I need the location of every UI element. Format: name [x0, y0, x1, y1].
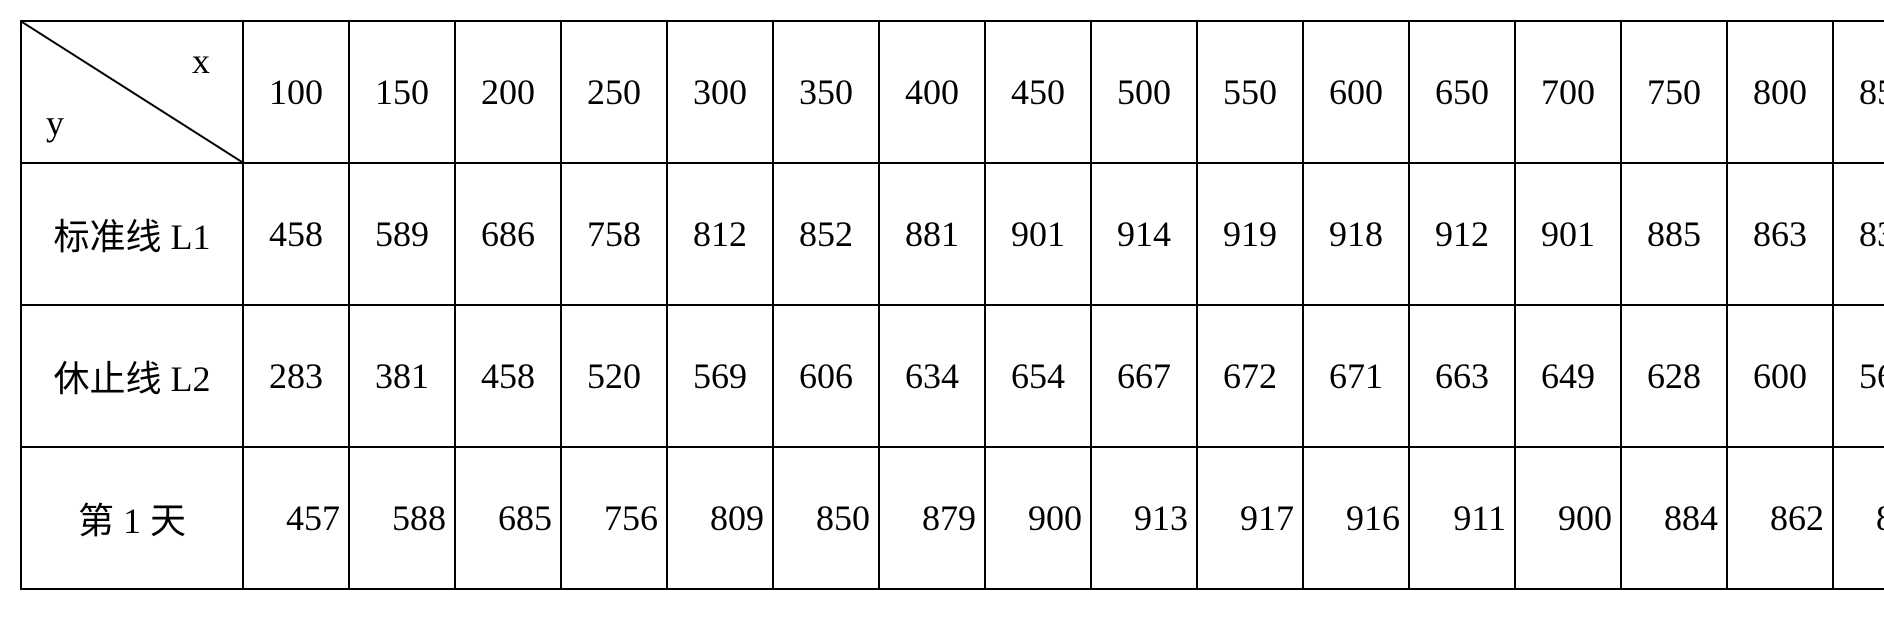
table-row: 休止线 L22833814585205696066346546676726716… — [21, 305, 1884, 447]
row-label: 标准线 L1 — [21, 163, 243, 305]
row-label: 休止线 L2 — [21, 305, 243, 447]
data-cell: 812 — [667, 163, 773, 305]
data-cell: 606 — [773, 305, 879, 447]
data-cell: 917 — [1197, 447, 1303, 589]
data-cell: 911 — [1409, 447, 1515, 589]
column-header: 450 — [985, 21, 1091, 163]
table-row: 标准线 L14585896867588128528819019149199189… — [21, 163, 1884, 305]
data-cell: 901 — [1515, 163, 1621, 305]
data-cell: 918 — [1303, 163, 1409, 305]
data-cell: 589 — [349, 163, 455, 305]
data-cell: 600 — [1727, 305, 1833, 447]
column-header: 100 — [243, 21, 349, 163]
data-cell: 685 — [455, 447, 561, 589]
data-cell: 564 — [1833, 305, 1884, 447]
data-cell: 900 — [985, 447, 1091, 589]
data-cell: 850 — [773, 447, 879, 589]
column-header: 700 — [1515, 21, 1621, 163]
diagonal-header: x y — [21, 21, 243, 163]
data-cell: 835 — [1833, 163, 1884, 305]
data-cell: 569 — [667, 305, 773, 447]
data-cell: 381 — [349, 305, 455, 447]
data-cell: 671 — [1303, 305, 1409, 447]
column-header: 750 — [1621, 21, 1727, 163]
column-header: 200 — [455, 21, 561, 163]
column-header: 250 — [561, 21, 667, 163]
y-axis-label: y — [46, 102, 64, 144]
data-cell: 901 — [985, 163, 1091, 305]
data-cell: 756 — [561, 447, 667, 589]
data-cell: 912 — [1409, 163, 1515, 305]
data-cell: 913 — [1091, 447, 1197, 589]
column-header: 800 — [1727, 21, 1833, 163]
data-cell: 672 — [1197, 305, 1303, 447]
data-cell: 283 — [243, 305, 349, 447]
data-table: x y 100150200250300350400450500550600650… — [20, 20, 1884, 590]
data-cell: 884 — [1621, 447, 1727, 589]
column-header: 650 — [1409, 21, 1515, 163]
data-cell: 862 — [1727, 447, 1833, 589]
column-header: 500 — [1091, 21, 1197, 163]
column-header: 850 — [1833, 21, 1884, 163]
data-cell: 809 — [667, 447, 773, 589]
data-cell: 835 — [1833, 447, 1884, 589]
data-cell: 458 — [455, 305, 561, 447]
data-cell: 663 — [1409, 305, 1515, 447]
data-cell: 686 — [455, 163, 561, 305]
header-row: x y 100150200250300350400450500550600650… — [21, 21, 1884, 163]
data-cell: 916 — [1303, 447, 1409, 589]
data-cell: 649 — [1515, 305, 1621, 447]
data-cell: 588 — [349, 447, 455, 589]
data-cell: 863 — [1727, 163, 1833, 305]
table-row: 第 1 天45758868575680985087990091391791691… — [21, 447, 1884, 589]
data-cell: 914 — [1091, 163, 1197, 305]
data-cell: 919 — [1197, 163, 1303, 305]
data-cell: 634 — [879, 305, 985, 447]
data-cell: 852 — [773, 163, 879, 305]
column-header: 600 — [1303, 21, 1409, 163]
data-cell: 758 — [561, 163, 667, 305]
data-cell: 879 — [879, 447, 985, 589]
column-header: 400 — [879, 21, 985, 163]
column-header: 300 — [667, 21, 773, 163]
data-cell: 520 — [561, 305, 667, 447]
row-label: 第 1 天 — [21, 447, 243, 589]
data-cell: 885 — [1621, 163, 1727, 305]
column-header: 550 — [1197, 21, 1303, 163]
data-cell: 881 — [879, 163, 985, 305]
data-cell: 457 — [243, 447, 349, 589]
table-body: 标准线 L14585896867588128528819019149199189… — [21, 163, 1884, 589]
data-cell: 654 — [985, 305, 1091, 447]
data-cell: 667 — [1091, 305, 1197, 447]
data-cell: 900 — [1515, 447, 1621, 589]
column-header: 150 — [349, 21, 455, 163]
column-header: 350 — [773, 21, 879, 163]
data-cell: 458 — [243, 163, 349, 305]
x-axis-label: x — [192, 40, 210, 82]
data-cell: 628 — [1621, 305, 1727, 447]
